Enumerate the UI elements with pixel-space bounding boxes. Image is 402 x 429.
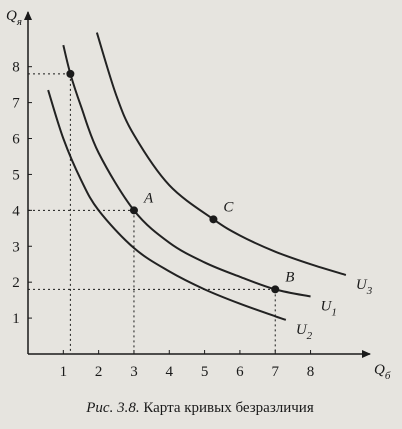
curve-label: U3 [356, 277, 373, 297]
curve-label: U1 [321, 299, 337, 319]
y-axis-label-sub: я [16, 16, 22, 28]
x-tick-label: 4 [166, 364, 174, 380]
curve-label-sub: 2 [307, 330, 313, 342]
y-axis-label-main: Q [6, 8, 17, 24]
curve-label-sub: 1 [331, 307, 337, 319]
x-tick-label: 3 [130, 364, 138, 380]
point-label: B [285, 269, 294, 285]
x-axis-label: Qб [374, 362, 391, 382]
y-axis-label: Qя [6, 8, 22, 28]
indifference-curve [95, 32, 347, 276]
x-tick-label: 1 [60, 364, 68, 380]
x-tick-label: 7 [271, 364, 279, 380]
y-tick-label: 7 [12, 96, 20, 112]
y-tick-label: 3 [12, 239, 20, 255]
y-tick-label: 4 [12, 203, 20, 219]
point-label: A [143, 190, 154, 206]
caption: Рис. 3.8. Карта кривых безразличия [85, 400, 314, 416]
x-axis-label-sub: б [385, 370, 391, 382]
y-tick-label: 5 [12, 167, 20, 183]
curve-label: U2 [296, 322, 313, 342]
y-tick-label: 6 [12, 132, 20, 148]
indifference-curve [62, 44, 311, 298]
y-tick-label: 2 [12, 275, 20, 291]
x-tick-label: 2 [95, 364, 103, 380]
y-tick-label: 8 [12, 60, 20, 76]
point [271, 285, 280, 294]
y-tick-label: 1 [12, 311, 20, 327]
point [66, 69, 75, 78]
caption-text: Карта кривых безразличия [143, 400, 314, 416]
curve-label-name: U [356, 277, 368, 293]
x-tick-label: 5 [201, 364, 209, 380]
x-axis-label-main: Q [374, 362, 385, 378]
caption-prefix: Рис. 3.8. [85, 400, 139, 416]
point [129, 206, 138, 215]
x-tick-label: 8 [307, 364, 315, 380]
curve-label-sub: 3 [366, 285, 373, 297]
curve-label-name: U [296, 322, 308, 338]
curve-label-name: U [321, 299, 333, 315]
point [209, 215, 218, 224]
point-label: C [223, 199, 234, 215]
x-tick-label: 6 [236, 364, 244, 380]
indifference-curve [47, 89, 287, 321]
